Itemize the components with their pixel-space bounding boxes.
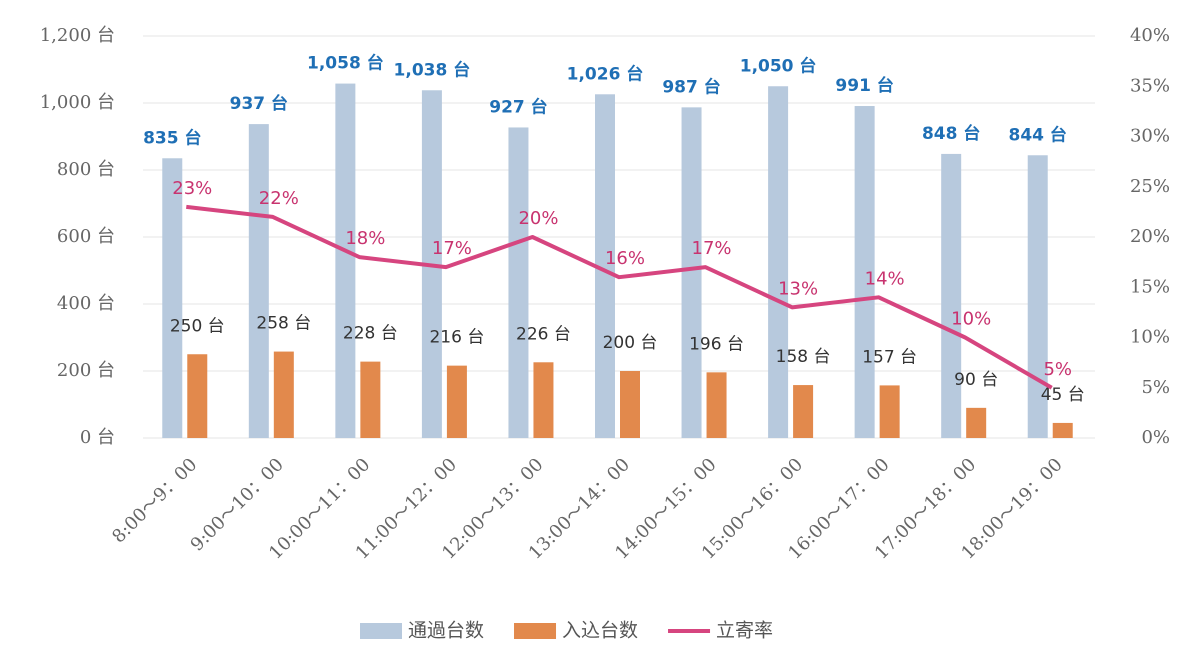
y2-tick-label: 35% (1130, 75, 1170, 96)
data-label: 1,058 台 (307, 53, 384, 74)
y-tick-label: 1,000 台 (40, 92, 115, 113)
line-label: 14% (865, 268, 905, 289)
line-label: 23% (172, 178, 212, 199)
line (186, 204, 1053, 390)
bar (941, 153, 962, 439)
line-label: 17% (432, 238, 472, 259)
bar (1052, 422, 1073, 438)
bar (793, 385, 814, 438)
bar (446, 365, 467, 438)
data-label: 1,026 台 (567, 63, 644, 84)
line-label: 5% (1043, 359, 1072, 380)
bar (248, 124, 269, 438)
data-label: 228 台 (343, 324, 398, 344)
line-label: 17% (692, 238, 732, 259)
y2-tick-label: 20% (1130, 226, 1170, 247)
y-tick-label: 600 台 (57, 226, 115, 247)
legend-label: 立寄率 (716, 620, 773, 642)
line-label: 22% (259, 188, 299, 209)
line-label: 13% (778, 278, 818, 299)
bar (273, 351, 294, 438)
y2-tick-label: 30% (1130, 126, 1170, 147)
bar (533, 362, 554, 438)
data-label: 937 台 (230, 93, 288, 114)
bar (360, 361, 381, 438)
bar (706, 372, 727, 438)
bar (768, 86, 789, 438)
data-label: 987 台 (662, 76, 720, 97)
data-label: 200 台 (603, 333, 658, 353)
bar (681, 107, 702, 438)
data-label: 196 台 (689, 334, 744, 354)
bar (879, 385, 900, 438)
line-label: 20% (518, 208, 558, 229)
bar (187, 354, 208, 438)
data-label: 1,050 台 (740, 55, 817, 76)
bar (966, 407, 987, 438)
legend-swatch (514, 623, 557, 639)
y2-tick-label: 10% (1130, 327, 1170, 348)
data-label: 844 台 (1009, 124, 1067, 145)
bar (595, 94, 615, 438)
line-label: 16% (605, 248, 645, 269)
line-label: 18% (345, 228, 385, 249)
data-label: 90 台 (954, 370, 998, 390)
y2-tick-label: 25% (1130, 176, 1170, 197)
data-label: 45 台 (1041, 385, 1085, 405)
bar (508, 127, 529, 438)
data-label: 991 台 (835, 75, 893, 96)
data-label: 216 台 (429, 328, 484, 348)
y-tick-label: 800 台 (57, 159, 115, 180)
bar (854, 106, 875, 438)
bar (335, 83, 356, 438)
data-label: 157 台 (862, 347, 917, 367)
y-tick-label: 1,200 台 (40, 25, 115, 46)
line-label: 10% (951, 309, 991, 330)
y2-tick-label: 5% (1141, 377, 1170, 398)
y-tick-label: 200 台 (57, 360, 115, 381)
data-label: 250 台 (170, 316, 225, 336)
data-label: 848 台 (922, 123, 980, 144)
bar (620, 371, 640, 438)
x-tick-label: 8:00～9：00 (108, 454, 201, 547)
y2-tick-label: 40% (1130, 25, 1170, 46)
data-label: 1,038 台 (394, 59, 471, 80)
data-label: 258 台 (256, 314, 311, 334)
data-label: 927 台 (489, 96, 547, 117)
y-tick-label: 0 台 (80, 427, 115, 448)
legend-label: 通過台数 (408, 620, 484, 642)
bar (162, 158, 183, 438)
y2-tick-label: 0% (1141, 427, 1170, 448)
y2-tick-label: 15% (1130, 276, 1170, 297)
legend-swatch (360, 623, 402, 639)
data-label: 835 台 (143, 127, 201, 148)
bar (1027, 155, 1048, 438)
y-tick-label: 400 台 (57, 293, 115, 314)
legend-label: 入込台数 (562, 620, 638, 642)
data-label: 226 台 (516, 324, 571, 344)
data-label: 158 台 (776, 347, 831, 367)
